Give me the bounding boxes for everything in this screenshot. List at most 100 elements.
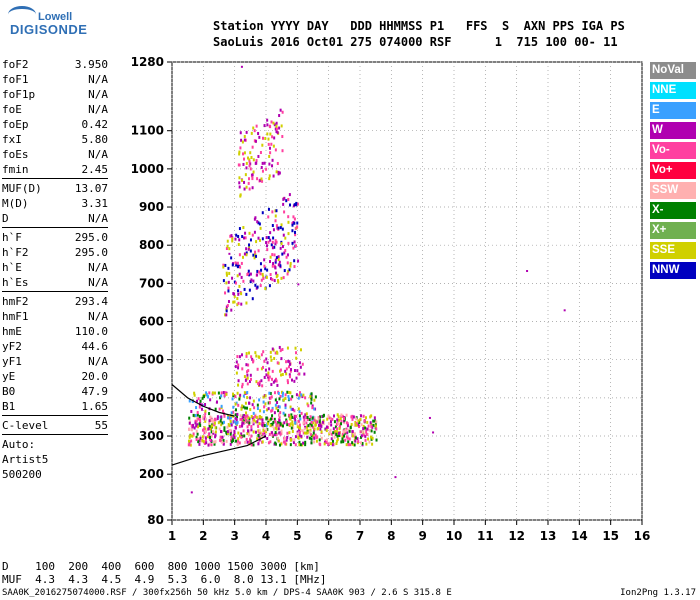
data-point — [233, 280, 236, 284]
auto-scaling-line: 500200 — [2, 468, 42, 481]
data-point — [252, 253, 255, 257]
data-point — [367, 424, 370, 428]
data-point — [284, 442, 287, 446]
data-point — [263, 258, 266, 262]
data-point — [291, 420, 294, 424]
data-point — [246, 373, 249, 377]
data-point — [275, 240, 278, 244]
data-point — [304, 443, 307, 447]
data-point — [225, 307, 228, 311]
data-point — [279, 368, 282, 372]
param-row: fmin 2.45 — [2, 162, 108, 177]
data-point — [293, 265, 296, 269]
data-point — [309, 428, 312, 432]
auto-scaling-line: Artist5 — [2, 453, 49, 466]
legend: NoVal NNE E W Vo- Vo+ SSW X- X+ SSE NNW — [650, 62, 696, 282]
data-point — [271, 135, 274, 139]
x-tick-label: 4 — [262, 529, 270, 543]
data-point — [298, 443, 301, 447]
data-point — [257, 236, 260, 240]
data-point — [226, 239, 229, 243]
data-point — [343, 434, 346, 438]
param-name: D — [2, 212, 9, 225]
data-point — [258, 135, 261, 139]
data-point — [238, 238, 241, 242]
data-point — [293, 217, 296, 221]
data-point — [256, 403, 259, 407]
data-point — [245, 301, 248, 305]
data-point — [218, 407, 221, 411]
data-point — [338, 424, 341, 428]
data-point — [243, 414, 246, 418]
data-point — [357, 440, 360, 444]
data-point — [263, 124, 266, 128]
data-point — [235, 263, 238, 267]
data-point — [255, 415, 258, 419]
data-point — [258, 383, 261, 387]
data-point — [247, 369, 250, 373]
data-point — [253, 406, 256, 410]
data-point — [246, 376, 249, 380]
data-point — [219, 419, 222, 423]
data-point — [526, 270, 529, 273]
data-point — [362, 427, 365, 431]
data-point — [293, 416, 296, 420]
data-point — [236, 443, 239, 447]
legend-item: W — [650, 122, 696, 139]
data-point — [260, 177, 263, 181]
data-point — [278, 431, 281, 435]
data-point — [199, 436, 202, 440]
data-point — [229, 428, 232, 432]
data-point — [224, 391, 227, 395]
data-point — [201, 435, 204, 439]
data-point — [260, 367, 263, 371]
data-point — [289, 443, 292, 447]
data-point — [293, 259, 296, 263]
data-point — [219, 435, 222, 439]
data-point — [251, 186, 254, 190]
param-value: 20.0 — [81, 370, 109, 383]
data-point — [359, 417, 362, 421]
data-point — [287, 359, 290, 363]
data-point — [225, 313, 228, 317]
data-point — [277, 257, 280, 261]
data-point — [269, 132, 272, 136]
data-point — [292, 426, 295, 430]
data-point — [235, 401, 238, 405]
data-point — [237, 431, 240, 435]
data-point — [263, 161, 266, 165]
data-point — [237, 243, 240, 247]
data-point — [259, 226, 262, 230]
data-point — [316, 427, 319, 431]
param-name: foF1 — [2, 73, 29, 86]
data-point — [277, 421, 280, 425]
data-point — [370, 429, 373, 433]
data-point — [262, 400, 265, 404]
data-point — [347, 443, 350, 447]
data-point — [333, 435, 336, 439]
data-point — [239, 146, 242, 150]
data-point — [285, 367, 288, 371]
data-point — [258, 238, 261, 242]
data-point — [278, 415, 281, 419]
data-point — [326, 417, 329, 421]
data-point — [293, 369, 296, 373]
param-value: N/A — [88, 276, 108, 289]
data-point — [238, 176, 241, 180]
data-point — [286, 423, 289, 427]
data-point — [243, 287, 246, 291]
data-point — [296, 432, 299, 436]
data-point — [285, 418, 288, 422]
legend-item: Vo+ — [650, 162, 696, 179]
param-row: yF1 N/A — [2, 354, 108, 369]
data-point — [296, 425, 299, 429]
data-point — [249, 151, 252, 155]
data-point — [199, 399, 202, 403]
data-point — [257, 424, 260, 428]
data-point — [274, 148, 277, 152]
data-point — [275, 170, 278, 174]
data-point — [266, 361, 269, 365]
data-point — [197, 397, 200, 401]
data-point — [247, 247, 250, 251]
